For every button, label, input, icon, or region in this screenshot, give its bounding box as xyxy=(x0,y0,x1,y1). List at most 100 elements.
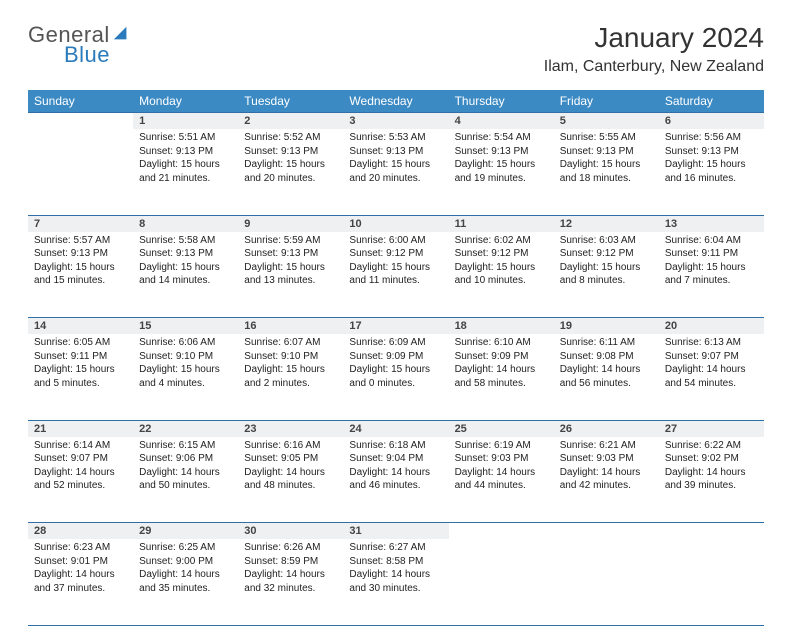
day-detail-line: Sunrise: 6:21 AM xyxy=(560,439,653,453)
day-detail-cell: Sunrise: 6:07 AMSunset: 9:10 PMDaylight:… xyxy=(238,334,343,420)
day-detail-line: Daylight: 15 hours xyxy=(244,363,337,377)
day-detail-line: Sunrise: 6:18 AM xyxy=(349,439,442,453)
day-number-cell: 3 xyxy=(343,113,448,130)
day-detail-cell: Sunrise: 6:25 AMSunset: 9:00 PMDaylight:… xyxy=(133,539,238,625)
day-detail-line: and 56 minutes. xyxy=(560,377,653,391)
day-detail-line: Daylight: 15 hours xyxy=(455,261,548,275)
day-detail-line: Sunrise: 6:06 AM xyxy=(139,336,232,350)
day-detail-line: Sunrise: 6:19 AM xyxy=(455,439,548,453)
day-number-cell: 23 xyxy=(238,420,343,437)
day-detail-line: Sunrise: 5:56 AM xyxy=(665,131,758,145)
day-detail-line: and 16 minutes. xyxy=(665,172,758,186)
day-detail-line: and 13 minutes. xyxy=(244,274,337,288)
day-detail-line: and 19 minutes. xyxy=(455,172,548,186)
day-detail-line: and 10 minutes. xyxy=(455,274,548,288)
day-detail-line: Sunrise: 6:13 AM xyxy=(665,336,758,350)
day-detail-cell: Sunrise: 5:52 AMSunset: 9:13 PMDaylight:… xyxy=(238,129,343,215)
day-detail-line: and 8 minutes. xyxy=(560,274,653,288)
day-number-cell: 25 xyxy=(449,420,554,437)
day-detail-line: Daylight: 14 hours xyxy=(244,568,337,582)
day-detail-line: and 48 minutes. xyxy=(244,479,337,493)
day-number-cell: 7 xyxy=(28,215,133,232)
day-number-cell: 6 xyxy=(659,113,764,130)
day-detail-line: Sunset: 9:07 PM xyxy=(34,452,127,466)
day-number-cell: 18 xyxy=(449,318,554,335)
title-block: January 2024 Ilam, Canterbury, New Zeala… xyxy=(544,22,764,76)
day-number-cell: 1 xyxy=(133,113,238,130)
day-detail-line: Sunrise: 6:10 AM xyxy=(455,336,548,350)
day-detail-cell: Sunrise: 5:55 AMSunset: 9:13 PMDaylight:… xyxy=(554,129,659,215)
day-detail-line: and 54 minutes. xyxy=(665,377,758,391)
day-detail-line: and 52 minutes. xyxy=(34,479,127,493)
day-detail-line: and 2 minutes. xyxy=(244,377,337,391)
detail-row: Sunrise: 6:05 AMSunset: 9:11 PMDaylight:… xyxy=(28,334,764,420)
day-number-cell: 24 xyxy=(343,420,448,437)
day-detail-line: Sunrise: 6:14 AM xyxy=(34,439,127,453)
day-detail-line: and 50 minutes. xyxy=(139,479,232,493)
day-detail-line: Daylight: 14 hours xyxy=(139,466,232,480)
day-number-cell: 14 xyxy=(28,318,133,335)
day-detail-cell xyxy=(659,539,764,625)
day-detail-line: Sunset: 9:13 PM xyxy=(455,145,548,159)
day-number-cell: 30 xyxy=(238,523,343,540)
day-detail-line: Daylight: 15 hours xyxy=(455,158,548,172)
day-number-cell: 28 xyxy=(28,523,133,540)
day-number-cell: 22 xyxy=(133,420,238,437)
day-number-cell: 17 xyxy=(343,318,448,335)
day-detail-line: Sunset: 9:10 PM xyxy=(139,350,232,364)
day-detail-line: and 42 minutes. xyxy=(560,479,653,493)
day-detail-cell: Sunrise: 6:27 AMSunset: 8:58 PMDaylight:… xyxy=(343,539,448,625)
detail-row: Sunrise: 6:23 AMSunset: 9:01 PMDaylight:… xyxy=(28,539,764,625)
day-detail-line: and 20 minutes. xyxy=(244,172,337,186)
day-detail-line: and 5 minutes. xyxy=(34,377,127,391)
day-detail-line: Sunset: 9:11 PM xyxy=(665,247,758,261)
day-detail-cell: Sunrise: 5:54 AMSunset: 9:13 PMDaylight:… xyxy=(449,129,554,215)
day-detail-line: and 14 minutes. xyxy=(139,274,232,288)
day-number-cell: 27 xyxy=(659,420,764,437)
daynum-row: 21222324252627 xyxy=(28,420,764,437)
weekday-header: Monday xyxy=(133,90,238,113)
day-detail-cell: Sunrise: 6:09 AMSunset: 9:09 PMDaylight:… xyxy=(343,334,448,420)
day-detail-line: and 35 minutes. xyxy=(139,582,232,596)
daynum-row: 78910111213 xyxy=(28,215,764,232)
day-detail-line: Daylight: 15 hours xyxy=(560,158,653,172)
day-detail-line: Daylight: 14 hours xyxy=(34,568,127,582)
day-number-cell: 26 xyxy=(554,420,659,437)
day-detail-cell: Sunrise: 6:14 AMSunset: 9:07 PMDaylight:… xyxy=(28,437,133,523)
day-detail-cell: Sunrise: 6:16 AMSunset: 9:05 PMDaylight:… xyxy=(238,437,343,523)
day-detail-line: Daylight: 14 hours xyxy=(349,568,442,582)
day-detail-line: Sunrise: 5:59 AM xyxy=(244,234,337,248)
day-number-cell: 15 xyxy=(133,318,238,335)
day-detail-line: Sunrise: 6:09 AM xyxy=(349,336,442,350)
day-detail-cell: Sunrise: 6:21 AMSunset: 9:03 PMDaylight:… xyxy=(554,437,659,523)
day-number-cell: 16 xyxy=(238,318,343,335)
day-number-cell: 12 xyxy=(554,215,659,232)
day-number-cell: 2 xyxy=(238,113,343,130)
day-detail-line: Sunrise: 5:52 AM xyxy=(244,131,337,145)
month-title: January 2024 xyxy=(544,22,764,54)
weekday-header: Friday xyxy=(554,90,659,113)
day-detail-line: Sunrise: 5:55 AM xyxy=(560,131,653,145)
day-detail-line: Sunrise: 6:03 AM xyxy=(560,234,653,248)
day-detail-line: Sunrise: 6:04 AM xyxy=(665,234,758,248)
logo-text-blue: Blue xyxy=(64,42,110,68)
day-detail-cell: Sunrise: 6:22 AMSunset: 9:02 PMDaylight:… xyxy=(659,437,764,523)
day-detail-line: Sunset: 9:12 PM xyxy=(455,247,548,261)
day-detail-cell xyxy=(28,129,133,215)
day-number-cell: 10 xyxy=(343,215,448,232)
day-detail-line: Sunrise: 6:22 AM xyxy=(665,439,758,453)
day-number-cell: 5 xyxy=(554,113,659,130)
day-detail-line: and 44 minutes. xyxy=(455,479,548,493)
day-detail-line: and 0 minutes. xyxy=(349,377,442,391)
location: Ilam, Canterbury, New Zealand xyxy=(544,58,764,76)
day-detail-cell: Sunrise: 5:53 AMSunset: 9:13 PMDaylight:… xyxy=(343,129,448,215)
day-detail-line: Sunrise: 5:53 AM xyxy=(349,131,442,145)
day-detail-line: Sunset: 9:13 PM xyxy=(244,247,337,261)
day-detail-line: Sunset: 9:00 PM xyxy=(139,555,232,569)
day-detail-line: and 11 minutes. xyxy=(349,274,442,288)
day-detail-line: and 32 minutes. xyxy=(244,582,337,596)
day-detail-cell: Sunrise: 6:10 AMSunset: 9:09 PMDaylight:… xyxy=(449,334,554,420)
day-detail-line: Sunset: 9:13 PM xyxy=(139,145,232,159)
day-number-cell: 4 xyxy=(449,113,554,130)
day-detail-line: and 15 minutes. xyxy=(34,274,127,288)
